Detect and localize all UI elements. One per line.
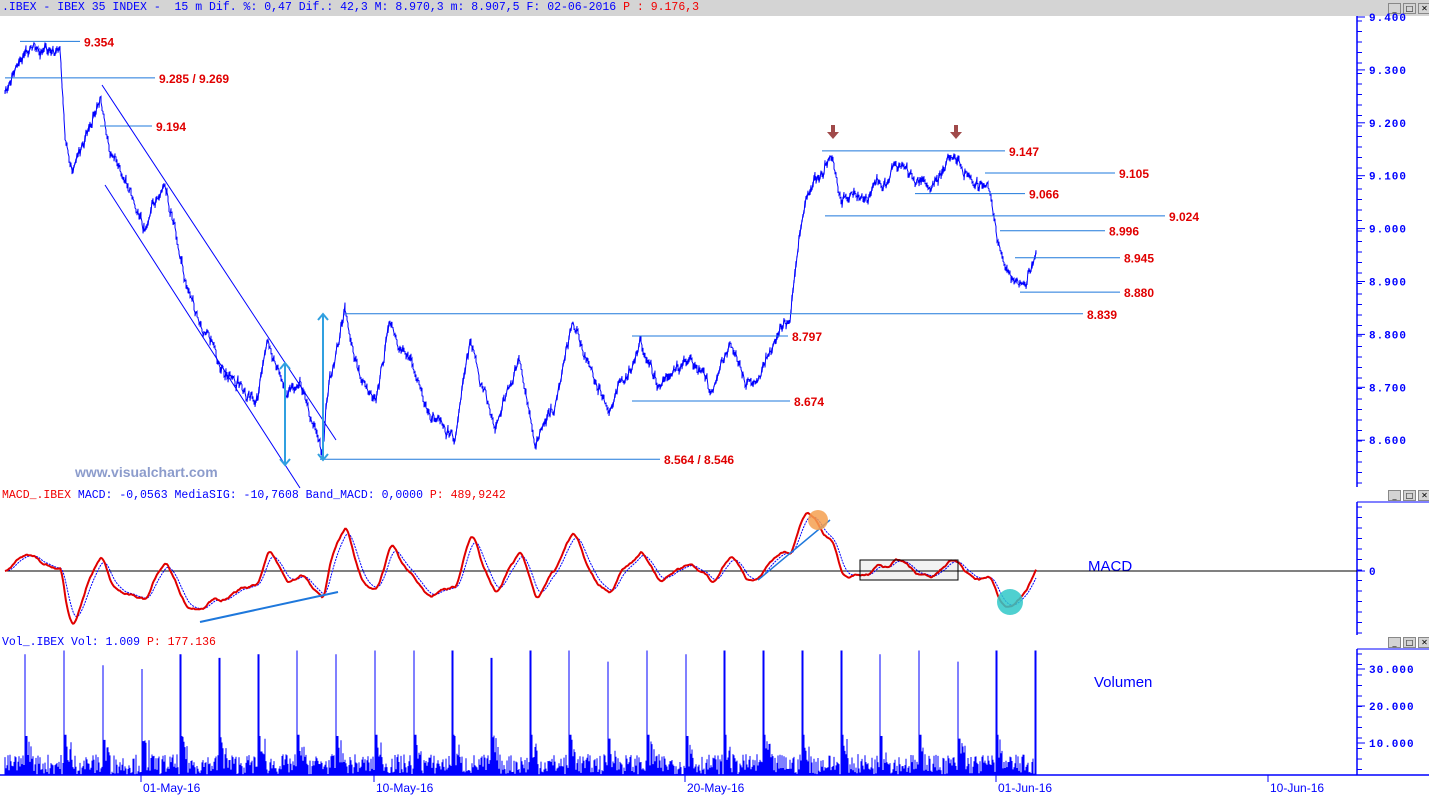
level-label: 9.066 xyxy=(1029,188,1059,202)
channel-upper-line xyxy=(101,84,337,441)
x-tick-label: 01-May-16 xyxy=(143,781,201,795)
arrowhead-icon xyxy=(279,361,291,467)
watermark: www.visualchart.com xyxy=(74,464,218,480)
volume-p: P: 177.136 xyxy=(140,636,216,649)
macd-panel-label: MACD xyxy=(1088,558,1132,575)
level-label: 9.105 xyxy=(1119,167,1149,181)
level-label: 8.564 / 8.546 xyxy=(664,453,734,467)
y-tick-label: 9.200 xyxy=(1369,119,1407,131)
title-bar xyxy=(0,0,1429,16)
level-label: 9.285 / 9.269 xyxy=(159,72,229,86)
macd-window-buttons: _ □ ✕ xyxy=(1388,490,1429,501)
level-label: 8.996 xyxy=(1109,225,1139,239)
quote-info: .IBEX - IBEX 35 INDEX - 15 m Dif. %: 0,4… xyxy=(2,1,617,14)
level-label: 9.354 xyxy=(84,35,114,49)
x-tick-label: 20-May-16 xyxy=(687,781,745,795)
x-tick-label: 01-Jun-16 xyxy=(998,781,1052,795)
price-header: .IBEX - IBEX 35 INDEX - 15 m Dif. %: 0,4… xyxy=(2,1,699,14)
level-label: 8.880 xyxy=(1124,286,1154,300)
x-tick-label: 10-Jun-16 xyxy=(1270,781,1324,795)
close-button[interactable]: ✕ xyxy=(1418,490,1429,501)
volume-bars xyxy=(4,650,1037,775)
macd-peak-marker xyxy=(808,510,828,530)
volume-values: Vol: 1.009 xyxy=(64,636,141,649)
maximize-button[interactable]: □ xyxy=(1403,3,1416,14)
close-button[interactable]: ✕ xyxy=(1418,3,1429,14)
y-tick-label: 9.000 xyxy=(1369,225,1407,237)
volume-name: Vol_.IBEX xyxy=(2,636,65,649)
level-label: 8.797 xyxy=(792,330,822,344)
arrowhead-icon xyxy=(317,312,329,462)
y-tick-label: 9.300 xyxy=(1369,66,1407,78)
volume-y-tick-label: 20.000 xyxy=(1369,702,1415,714)
macd-trough-marker xyxy=(997,589,1023,615)
down-arrow-icon xyxy=(950,125,962,139)
price-window-buttons: _ □ ✕ xyxy=(1388,3,1429,14)
x-tick-label: 10-May-16 xyxy=(376,781,434,795)
y-tick-label: 8.900 xyxy=(1369,278,1407,290)
macd-header: MACD_.IBEX MACD: -0,0563 MediaSIG: -10,7… xyxy=(2,489,506,502)
maximize-button[interactable]: □ xyxy=(1403,490,1416,501)
level-label: 8.674 xyxy=(794,395,824,409)
minimize-button[interactable]: _ xyxy=(1388,3,1401,14)
y-tick-label: 9.100 xyxy=(1369,172,1407,184)
volume-header: Vol_.IBEX Vol: 1.009 P: 177.136 xyxy=(2,636,216,649)
macd-p: P: 489,9242 xyxy=(422,489,506,502)
y-tick-label: 9.400 xyxy=(1369,13,1407,25)
last-price: P : 9.176,3 xyxy=(623,1,700,14)
volume-panel-label: Volumen xyxy=(1094,674,1152,691)
level-label: 9.147 xyxy=(1009,145,1039,159)
macd-values: MACD: -0,0563 MediaSIG: -10,7608 Band_MA… xyxy=(71,489,423,502)
y-tick-label: 8.600 xyxy=(1369,436,1407,448)
close-button[interactable]: ✕ xyxy=(1418,637,1429,648)
y-tick-label: 8.700 xyxy=(1369,383,1407,395)
level-label: 9.024 xyxy=(1169,210,1199,224)
macd-name: MACD_.IBEX xyxy=(2,489,72,502)
y-tick-label: 8.800 xyxy=(1369,330,1407,342)
macd-line xyxy=(4,511,1037,625)
level-label: 9.194 xyxy=(156,120,186,134)
minimize-button[interactable]: _ xyxy=(1388,490,1401,501)
level-label: 8.839 xyxy=(1087,308,1117,322)
price-line xyxy=(4,42,1037,457)
minimize-button[interactable]: _ xyxy=(1388,637,1401,648)
macd-range-box xyxy=(859,559,959,581)
macd-trend-line xyxy=(199,591,339,623)
down-arrow-icon xyxy=(827,125,839,139)
volume-y-tick-label: 30.000 xyxy=(1369,665,1415,677)
maximize-button[interactable]: □ xyxy=(1403,637,1416,648)
volume-y-tick-label: 10.000 xyxy=(1369,739,1415,751)
macd-y-tick-label: 0 xyxy=(1369,567,1377,579)
volume-window-buttons: _ □ ✕ xyxy=(1388,637,1429,648)
channel-lower-line xyxy=(104,184,301,489)
level-label: 8.945 xyxy=(1124,252,1154,266)
